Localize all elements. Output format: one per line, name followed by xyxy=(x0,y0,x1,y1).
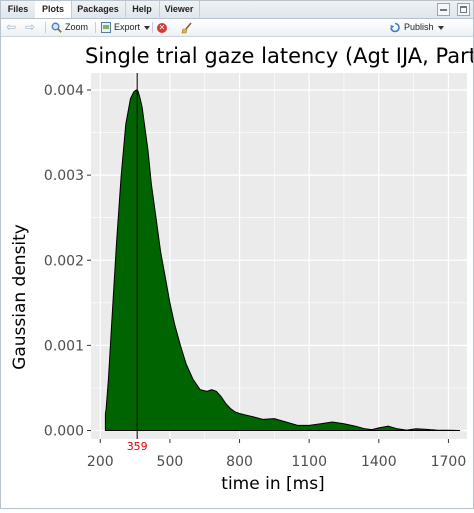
arrow-right-icon[interactable]: ⇨ xyxy=(25,20,36,34)
publish-icon xyxy=(390,22,400,33)
clear-all-plots-button[interactable] xyxy=(181,19,193,36)
x-axis-label: time in [ms] xyxy=(221,474,324,494)
x-tick-label: 1100 xyxy=(291,454,327,470)
remove-plot-icon: ✕ xyxy=(157,22,167,33)
tab-files[interactable]: Files xyxy=(1,1,36,17)
chevron-down-icon xyxy=(437,25,444,30)
toolbar-divider xyxy=(95,22,96,33)
y-tick-label: 0.002 xyxy=(44,253,84,269)
y-tick-label: 0.003 xyxy=(44,168,84,184)
maximize-pane-icon[interactable] xyxy=(457,3,470,16)
y-tick-label: 0.004 xyxy=(44,83,84,99)
export-image-icon xyxy=(101,22,111,34)
x-tick-label: 200 xyxy=(87,454,114,470)
y-axis: 0.000 0.001 0.002 0.003 0.004 xyxy=(44,83,91,439)
window-controls xyxy=(434,3,470,21)
x-tick-label: 1700 xyxy=(431,454,467,470)
pane-tab-strip: Files Plots Packages Help Viewer xyxy=(1,1,473,19)
x-axis: 200 500 800 1100 1400 1700 xyxy=(87,439,466,470)
minimize-pane-icon[interactable] xyxy=(436,3,450,16)
x-tick-label: 500 xyxy=(157,454,184,470)
y-tick-label: 0.000 xyxy=(44,423,84,439)
export-label: Export xyxy=(114,22,141,32)
toolbar-divider xyxy=(45,22,46,33)
zoom-button[interactable]: Zoom xyxy=(51,19,88,36)
plot-area: Single trial gaze latency (Agt IJA, Part… xyxy=(1,37,474,508)
density-area xyxy=(104,89,461,432)
chevron-down-icon xyxy=(144,25,151,30)
broom-icon xyxy=(181,22,192,33)
y-axis-label: Gaussian density xyxy=(10,224,30,370)
zoom-label: Zoom xyxy=(65,22,89,32)
export-menu-button[interactable]: Export xyxy=(101,19,151,36)
marker-label: 359 xyxy=(127,440,148,453)
tab-viewer[interactable]: Viewer xyxy=(159,1,200,17)
toolbar-divider xyxy=(152,22,153,33)
tab-packages[interactable]: Packages xyxy=(71,1,126,17)
tab-help[interactable]: Help xyxy=(125,1,160,17)
plots-toolbar: ⇦ ⇨ Zoom Export ✕ xyxy=(1,19,473,37)
arrow-left-icon[interactable]: ⇦ xyxy=(6,20,17,34)
y-tick-label: 0.001 xyxy=(44,338,84,354)
publish-button[interactable]: Publish xyxy=(389,19,444,36)
tab-plots[interactable]: Plots xyxy=(35,1,72,18)
publish-label: Publish xyxy=(404,22,434,32)
x-tick-label: 800 xyxy=(226,454,253,470)
density-chart: Single trial gaze latency (Agt IJA, Part… xyxy=(10,44,474,494)
chart-title: Single trial gaze latency (Agt IJA, Part… xyxy=(85,44,473,68)
x-tick-label: 1400 xyxy=(361,454,397,470)
magnifier-icon xyxy=(51,22,62,33)
remove-plot-button[interactable]: ✕ xyxy=(157,19,167,36)
